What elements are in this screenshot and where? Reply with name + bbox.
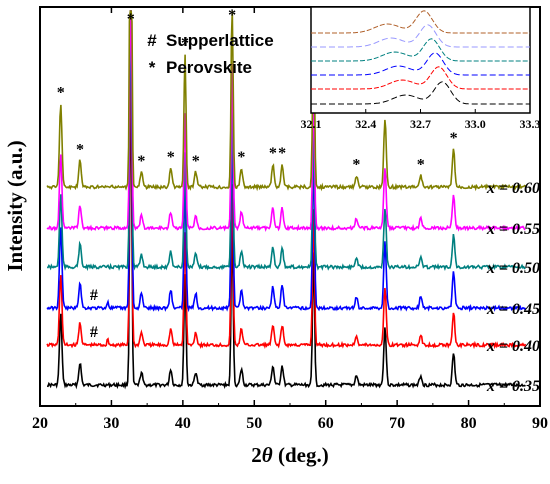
legend: # Supperlattice* Perovskite	[147, 31, 273, 77]
series-label: x = 0.45	[486, 301, 540, 318]
legend-label: Perovskite	[166, 58, 252, 77]
inset-plot: 32.1 32.4 32.7 33.0 33.3	[301, 6, 541, 131]
axis-titles: 2θ (deg.) Intensity (a.u.)	[3, 140, 329, 467]
x-tick-label: 90	[532, 415, 548, 432]
perovskite-star: *	[181, 35, 189, 52]
inset-series-line	[311, 24, 530, 48]
inset-border	[310, 6, 531, 114]
perovskite-star: *	[417, 157, 425, 174]
inset-tick-label: 33.3	[520, 117, 541, 131]
series-line-045	[46, 10, 527, 313]
series-label: x = 0.35	[486, 378, 540, 395]
perovskite-star: *	[228, 7, 236, 24]
perovskite-star: *	[278, 145, 286, 162]
perovskite-star: *	[76, 141, 84, 158]
series-line-060	[46, 10, 526, 192]
superlattice-hash: #	[90, 324, 98, 341]
perovskite-star: *	[137, 153, 145, 170]
series-line-035	[47, 89, 526, 390]
inset-series-line	[311, 10, 530, 34]
x-axis-title: 2θ (deg.)	[251, 443, 328, 467]
x-tick-label: 20	[32, 415, 48, 432]
x-tick-label: 60	[318, 415, 334, 432]
perovskite-star: *	[167, 149, 175, 166]
perovskite-star: *	[269, 145, 277, 162]
series-label: x = 0.55	[486, 221, 540, 238]
inset-tick-label: 32.7	[410, 117, 431, 131]
series-layer	[46, 10, 527, 390]
series-line-040	[46, 47, 527, 350]
inset-series-line	[311, 38, 530, 62]
series-line-055	[46, 10, 526, 233]
legend-label: Supperlattice	[166, 31, 274, 50]
x-tick-label: 30	[103, 415, 119, 432]
perovskite-star: *	[57, 84, 65, 101]
series-label: x = 0.50	[486, 260, 540, 277]
inset-tick-label: 33.0	[465, 117, 486, 131]
inset-series-line	[311, 52, 530, 76]
perovskite-star: *	[450, 130, 458, 147]
perovskite-star: *	[192, 153, 200, 170]
legend-symbol: #	[147, 31, 157, 50]
y-axis-title: Intensity (a.u.)	[3, 140, 27, 271]
inset-series-line	[311, 66, 530, 90]
inset-tick-label: 32.1	[301, 117, 322, 131]
series-label: x = 0.60	[486, 180, 540, 197]
perovskite-star: *	[127, 11, 135, 28]
inset-tick-label: 32.4	[355, 117, 376, 131]
perovskite-star: *	[237, 149, 245, 166]
x-tick-label: 70	[389, 415, 405, 432]
x-tick-label: 80	[461, 415, 477, 432]
series-line-050	[46, 10, 526, 272]
superlattice-hash: #	[90, 287, 98, 304]
perovskite-star: *	[352, 157, 360, 174]
series-labels: x = 0.35 x = 0.40 x = 0.45 x = 0.50 x = 0.55…	[486, 180, 540, 395]
legend-symbol: *	[149, 58, 156, 77]
series-label: x = 0.40	[486, 338, 540, 355]
main-plot-frame: 20 30 40 50 60 70 80 90	[32, 6, 548, 432]
x-tick-label: 40	[175, 415, 191, 432]
inset-series-line	[311, 81, 530, 105]
x-tick-label: 50	[246, 415, 262, 432]
